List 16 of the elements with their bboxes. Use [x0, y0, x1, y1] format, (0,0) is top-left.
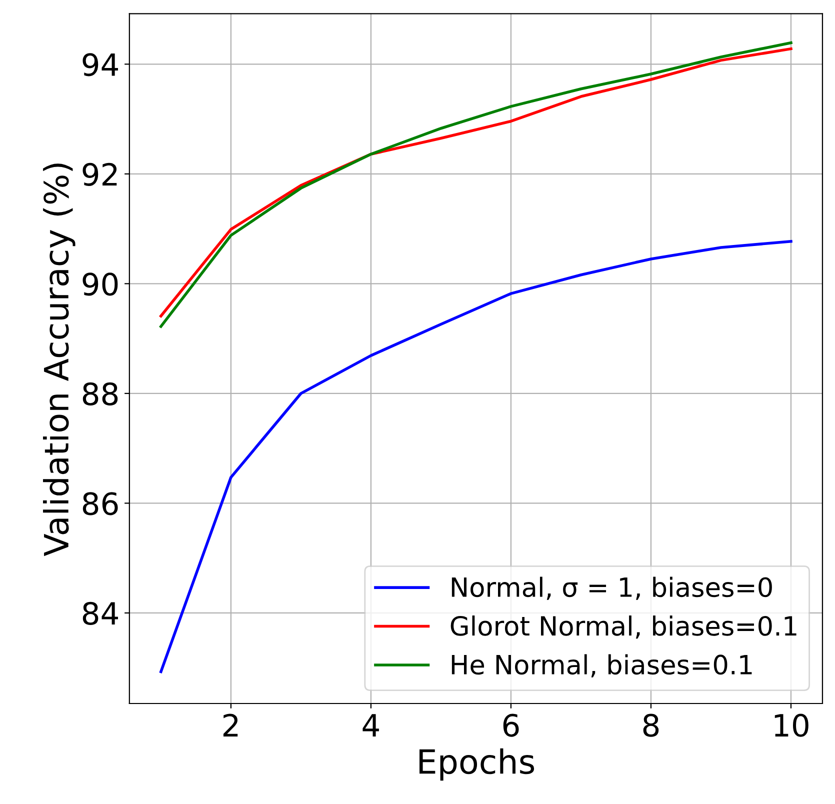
y-tick-label: 88: [82, 382, 118, 406]
x-tick-label: 4: [362, 714, 379, 736]
x-tick-label: 6: [503, 714, 519, 737]
y-tick-label: 92: [82, 162, 117, 186]
y-tick-label: 84: [82, 602, 118, 625]
x-tick-label: 2: [223, 714, 238, 736]
x-tick-label: 8: [643, 714, 659, 737]
legend-label: He Normal, biases=0.1: [452, 654, 752, 678]
legend-label: Normal, σ = 1, biases=0: [452, 576, 772, 600]
y-axis-title: Validation Accuracy (%): [43, 164, 76, 556]
legend-label: Glorot Normal, biases=0.1: [450, 615, 796, 639]
y-tick-label: 86: [82, 492, 118, 516]
x-tick-label: 10: [774, 714, 808, 737]
y-tick-label: 90: [82, 272, 118, 296]
y-tick-label: 94: [82, 53, 118, 76]
x-axis-title: Epochs: [420, 748, 534, 781]
